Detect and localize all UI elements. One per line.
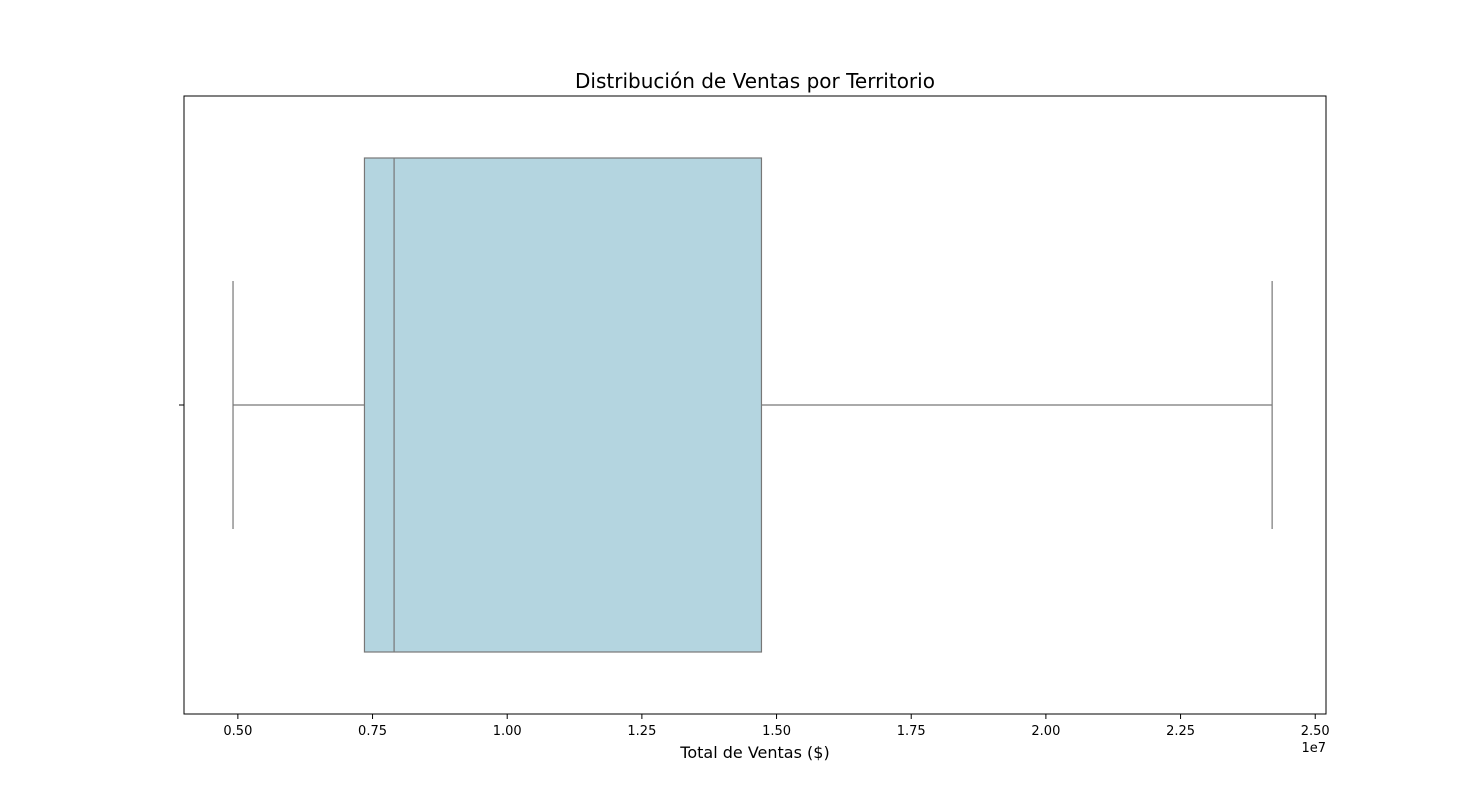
x-axis-offset-label: 1e7 <box>1301 741 1326 756</box>
x-tick-label: 1.75 <box>897 724 926 739</box>
x-tick-label: 2.50 <box>1301 724 1330 739</box>
x-axis: 0.50 0.75 1.00 1.25 1.50 1.75 2.00 2.25 2.50 <box>223 714 1330 739</box>
chart-title: Distribución de Ventas por Territorio <box>575 69 935 93</box>
x-tick-label: 2.00 <box>1031 724 1060 739</box>
x-tick-label: 1.50 <box>762 724 791 739</box>
box-marks <box>232 157 1273 653</box>
x-tick-label: 2.25 <box>1166 724 1195 739</box>
iqr-box <box>363 157 763 653</box>
x-tick-label: 1.00 <box>493 724 522 739</box>
x-tick-label: 0.50 <box>223 724 252 739</box>
x-tick-label: 0.75 <box>358 724 387 739</box>
x-axis-label: Total de Ventas ($) <box>679 743 829 762</box>
x-tick-label: 1.25 <box>627 724 656 739</box>
